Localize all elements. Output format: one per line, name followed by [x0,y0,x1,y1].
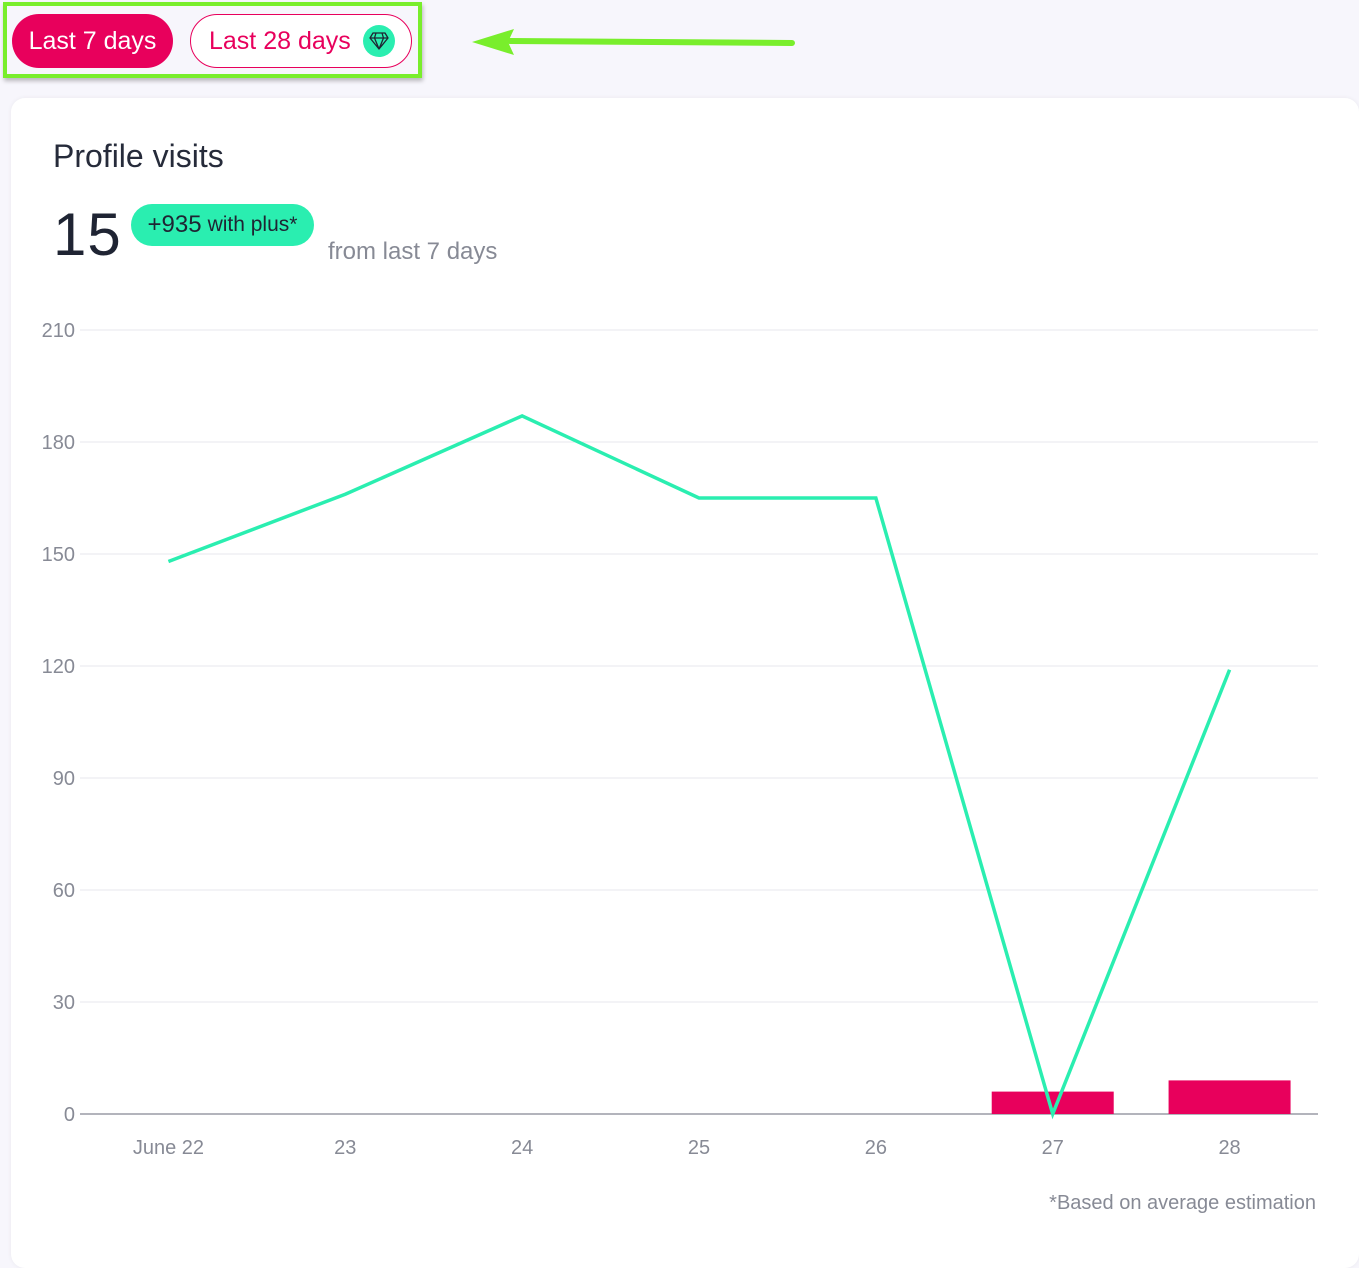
last-28-days-label: Last 28 days [209,26,351,55]
x-tick-label: June 22 [133,1137,204,1159]
last-28-days-button[interactable]: Last 28 days [190,14,412,68]
x-tick-label: 25 [688,1137,710,1159]
y-tick-label: 120 [42,656,75,678]
plus-badge: +935 with plus* [131,204,314,246]
left-arrow-icon [472,29,795,55]
bar [1168,1080,1291,1114]
y-tick-label: 150 [42,544,75,566]
x-tick-label: 28 [1218,1137,1240,1159]
x-tick-label: 27 [1042,1137,1064,1159]
date-range-highlight [3,2,422,78]
y-tick-label: 60 [53,880,75,902]
x-tick-label: 23 [334,1137,356,1159]
profile-visits-card [11,98,1359,1268]
card-title: Profile visits [53,138,224,174]
y-tick-label: 90 [53,768,75,790]
last-7-days-button[interactable]: Last 7 days [12,14,173,68]
y-tick-label: 180 [42,432,75,454]
last-7-days-label: Last 7 days [28,26,157,55]
period-label: from last 7 days [328,238,498,265]
total-visits: 15 [53,201,122,268]
y-tick-label: 0 [64,1104,75,1126]
plus-amount: +935 [147,211,202,238]
y-tick-label: 210 [42,320,75,342]
x-tick-label: 26 [865,1137,887,1159]
footnote: *Based on average estimation [1049,1192,1316,1214]
y-tick-label: 30 [53,992,75,1014]
visits-line [167,413,1232,1120]
plus-text: with plus* [207,213,298,236]
gem-icon [363,25,395,57]
bar [991,1091,1114,1114]
x-tick-label: 24 [511,1137,533,1159]
